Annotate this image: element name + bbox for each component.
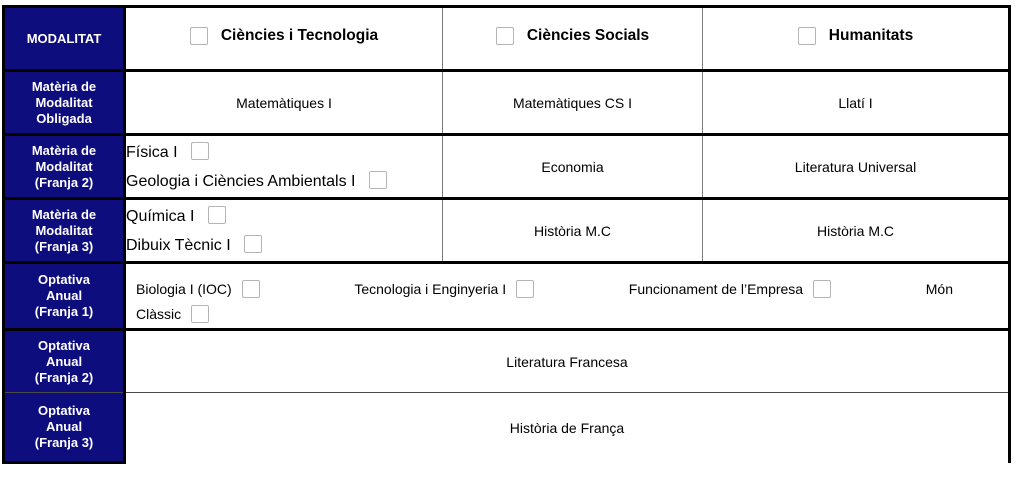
row-franja2: Matèria de Modalitat (Franja 2) Física I…	[3, 133, 1010, 199]
cell-modality-ciencies-socials: Ciències Socials	[442, 6, 703, 71]
checkbox-biologia-1-ioc[interactable]	[241, 280, 260, 298]
checkbox-fisica-1[interactable]	[191, 141, 210, 160]
row-header-line: (Franja 2)	[34, 369, 94, 385]
row-header-line: Anual	[45, 353, 83, 369]
row-optativa-franja2: Optativa Anual (Franja 2) Literatura Fra…	[3, 328, 1010, 393]
checkbox-ciencies-i-tecnologia[interactable]	[189, 27, 208, 45]
row-header-optativa-franja2: Optativa Anual (Franja 2)	[3, 328, 126, 393]
subject-label: Història de França	[509, 419, 625, 436]
cell-historia-mc-socials: Història M.C	[442, 197, 703, 263]
cell-historia-mc-humanitats: Història M.C	[702, 197, 1010, 263]
option-row: Dibuix Tècnic I	[126, 231, 442, 260]
row-header-franja2: Matèria de Modalitat (Franja 2)	[3, 133, 126, 199]
modality-label: Ciències Socials	[526, 27, 650, 44]
subject-label: Història M.C	[533, 222, 611, 239]
row-header-line: (Franja 2)	[34, 174, 94, 190]
checkbox-ciencies-socials[interactable]	[495, 27, 514, 45]
row-header-line: Matèria de	[31, 142, 97, 158]
row-header-label: MODALITAT	[26, 30, 102, 46]
option-label: Geologia i Ciències Ambientals I	[126, 172, 356, 190]
option-label-mon: Món	[925, 281, 953, 297]
subject-label: Matemàtiques I	[236, 94, 332, 111]
cell-literatura-universal: Literatura Universal	[702, 133, 1010, 199]
checkbox-quimica-1[interactable]	[207, 205, 226, 224]
row-optativa-franja1: Optativa Anual (Franja 1) Biologia I (IO…	[3, 261, 1010, 330]
row-header-line: Anual	[45, 288, 83, 303]
subject-label: Matemàtiques CS I	[512, 94, 633, 111]
row-header-line: Modalitat	[35, 158, 93, 174]
row-header-line: Modalitat	[35, 94, 93, 110]
option-row: Tecnologia i Enginyeria I	[354, 280, 535, 298]
modality-label: Humanitats	[828, 27, 914, 44]
row-obligada: Matèria de Modalitat Obligada Matemàtiqu…	[3, 69, 1010, 135]
row-header-optativa-franja3: Optativa Anual (Franja 3)	[3, 392, 126, 464]
cell-fisica-geologia-options: Física I Geologia i Ciències Ambientals …	[124, 133, 443, 199]
option-label: Tecnologia i Enginyeria I	[354, 281, 507, 297]
option-label: Química I	[126, 207, 195, 225]
option-label: Dibuix Tècnic I	[126, 236, 231, 254]
cell-economia: Economia	[442, 133, 703, 199]
cell-modality-ciencies-tecnologia: Ciències i Tecnologia	[124, 6, 443, 71]
option-label-classic: Clàssic	[136, 306, 182, 322]
checkbox-mon-classic[interactable]	[191, 305, 210, 323]
row-header-obligada: Matèria de Modalitat Obligada	[3, 69, 126, 135]
row-header-line: Obligada	[36, 110, 92, 126]
cell-matematiques-cs-1: Matemàtiques CS I	[442, 69, 703, 135]
cell-llati-1: Llatí I	[702, 69, 1010, 135]
subject-label: Economia	[541, 158, 604, 175]
subject-label: Literatura Francesa	[506, 353, 628, 370]
row-modalitat: MODALITAT Ciències i Tecnologia Ciències…	[3, 6, 1010, 71]
row-header-line: Anual	[45, 419, 83, 434]
row-header-line: Optativa	[37, 403, 90, 418]
row-franja3: Matèria de Modalitat (Franja 3) Química …	[3, 197, 1010, 263]
option-row: Geologia i Ciències Ambientals I	[126, 167, 442, 196]
option-label: Biologia I (IOC)	[136, 281, 232, 297]
modality-table: MODALITAT Ciències i Tecnologia Ciències…	[2, 5, 1011, 464]
cell-literatura-francesa: Literatura Francesa	[124, 328, 1010, 393]
row-header-line: Matèria de	[31, 78, 97, 94]
checkbox-humanitats[interactable]	[797, 27, 816, 45]
cell-quimica-dibuix-options: Química I Dibuix Tècnic I	[124, 197, 443, 263]
row-header-line: Modalitat	[35, 222, 93, 238]
row-header-line: Optativa	[37, 272, 90, 287]
option-row: Funcionament de l’Empresa	[628, 280, 832, 298]
cell-optativa-franja1-options: Biologia I (IOC) Tecnologia i Enginyeria…	[124, 261, 1010, 330]
row-header-line: (Franja 3)	[34, 435, 94, 450]
option-label: Funcionament de l’Empresa	[628, 281, 804, 297]
checkbox-geologia-ciencies-ambientals-1[interactable]	[368, 170, 387, 189]
row-header-franja3: Matèria de Modalitat (Franja 3)	[3, 197, 126, 263]
subject-label: Llatí I	[838, 94, 873, 111]
option-row: Física I	[126, 138, 442, 167]
checkbox-tecnologia-i-enginyeria-1[interactable]	[516, 280, 535, 298]
row-header-line: Optativa	[37, 337, 90, 353]
checkbox-funcionament-de-lempresa[interactable]	[813, 280, 832, 298]
row-header-line: (Franja 3)	[34, 238, 94, 254]
subject-label: Literatura Universal	[794, 158, 917, 175]
row-header-optativa-franja1: Optativa Anual (Franja 1)	[3, 261, 126, 330]
option-row: Química I	[126, 202, 442, 231]
optativa-options-line1: Biologia I (IOC) Tecnologia i Enginyeria…	[126, 269, 1008, 298]
row-header-modalitat: MODALITAT	[3, 6, 126, 71]
modality-label: Ciències i Tecnologia	[220, 27, 379, 44]
row-header-line: (Franja 1)	[34, 304, 94, 319]
optativa-options-line2: Clàssic	[126, 298, 1008, 323]
row-header-line: Matèria de	[31, 206, 97, 222]
row-optativa-franja3: Optativa Anual (Franja 3) Història de Fr…	[3, 392, 1010, 464]
checkbox-dibuix-tecnic-1[interactable]	[244, 234, 263, 253]
cell-matematiques-1: Matemàtiques I	[124, 69, 443, 135]
option-label: Física I	[126, 143, 178, 161]
cell-historia-de-franca: Història de França	[124, 392, 1010, 463]
subject-label: Història M.C	[816, 222, 894, 239]
option-row: Biologia I (IOC)	[136, 280, 260, 298]
cell-modality-humanitats: Humanitats	[703, 7, 1010, 71]
